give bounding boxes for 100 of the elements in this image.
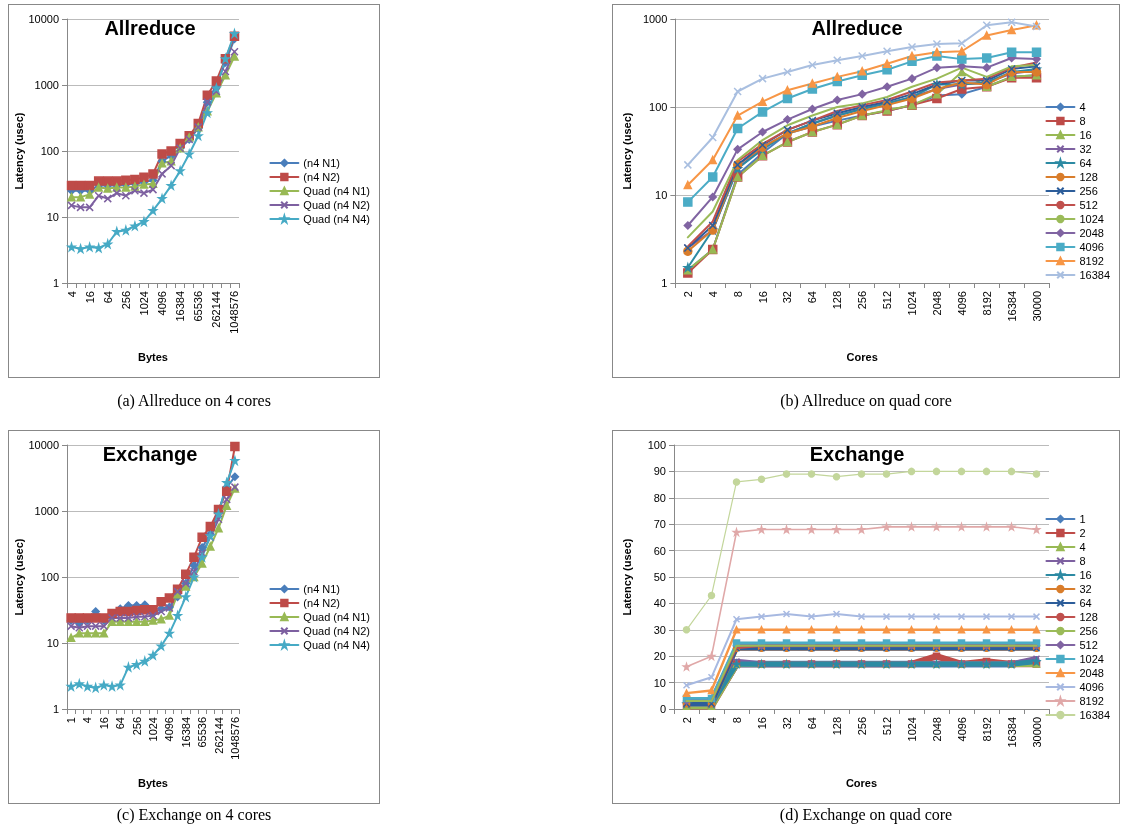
x-tick-label: 16	[755, 717, 768, 730]
y-tick-label: 1	[661, 277, 668, 289]
y-axis-title: Latency (usec)	[13, 538, 26, 616]
legend-label: 8	[1079, 555, 1086, 567]
text: (c) Exchange on 4 cores	[115, 806, 273, 824]
legend-label: 4	[1079, 541, 1086, 553]
y-tick-label: 10	[46, 211, 59, 223]
x-tick-label: 256	[855, 717, 868, 736]
x-tick-label: 65536	[192, 291, 205, 322]
x-tick-label: 4	[706, 291, 719, 298]
y-tick-label: 1	[52, 277, 59, 289]
legend-label: 32	[1079, 583, 1092, 595]
x-tick-label: 4	[705, 717, 718, 724]
x-tick-label: 64	[806, 291, 819, 304]
legend-label: 256	[1079, 185, 1098, 197]
legend-label: 8192	[1079, 255, 1104, 267]
legend-label: 512	[1079, 639, 1098, 651]
legend-label: 8	[1079, 115, 1086, 127]
text: (a) Allreduce on 4 cores	[116, 392, 272, 410]
legend-label: (n4 N1)	[303, 157, 341, 169]
text: (b) Allreduce on quad core	[779, 392, 953, 410]
x-tick-label: 30000	[1030, 291, 1043, 322]
y-tick-label: 40	[653, 597, 666, 610]
x-tick-label: 32	[780, 717, 793, 730]
y-tick-label: 50	[653, 571, 666, 583]
x-tick-label: 4096	[156, 291, 169, 316]
y-tick-label: 80	[653, 491, 666, 504]
x-tick-label: 1048576	[228, 291, 241, 334]
x-tick-label: 1024	[147, 717, 159, 742]
x-tick-label: 16384	[1005, 717, 1018, 748]
legend-label: 4096	[1079, 241, 1104, 253]
y-tick-label: 100	[40, 145, 59, 157]
chart-title: Allreduce	[104, 17, 196, 39]
legend-label: 32	[1079, 143, 1092, 155]
x-tick-label: 128	[831, 291, 844, 310]
legend-label: 4	[1079, 101, 1086, 113]
x-tick-label: 8192	[980, 291, 993, 316]
x-tick-label: 2048	[930, 291, 943, 316]
x-tick-label: 2	[680, 717, 693, 724]
x-tick-label: 16	[756, 291, 769, 304]
x-axis-title: Cores	[846, 350, 878, 363]
x-tick-label: 16384	[179, 717, 192, 748]
y-tick-label: 90	[653, 465, 666, 478]
y-tick-label: 10	[655, 189, 668, 201]
x-tick-label: 64	[805, 717, 818, 730]
x-tick-label: 262144	[212, 717, 225, 754]
x-tick-label: 8192	[980, 717, 993, 742]
x-tick-label: 65536	[196, 717, 209, 748]
x-tick-label: 2	[681, 291, 694, 298]
legend-label: 256	[1079, 625, 1098, 637]
y-tick-label: 1000	[34, 505, 59, 517]
legend-label: 64	[1079, 157, 1092, 169]
x-tick-label: 262144	[210, 291, 223, 328]
x-tick-label: 4	[65, 291, 78, 298]
x-tick-label: 8	[730, 717, 743, 724]
x-tick-label: 8	[731, 291, 744, 298]
legend-label: 4096	[1079, 681, 1104, 693]
y-tick-label: 100	[647, 439, 666, 451]
legend-label: (n4 N2)	[303, 597, 341, 609]
y-tick-label: 0	[659, 703, 666, 715]
y-tick-label: 10000	[28, 13, 59, 25]
legend-label: 16	[1079, 129, 1092, 141]
chart-title: Exchange	[102, 443, 198, 465]
y-tick-label: 1000	[34, 79, 59, 91]
x-tick-label: 128	[830, 717, 843, 736]
x-tick-label: 512	[881, 291, 894, 310]
legend-label: 2048	[1079, 667, 1104, 679]
y-tick-label: 60	[653, 544, 666, 557]
legend-label: 1024	[1079, 653, 1104, 665]
legend-label: Quad (n4 N1)	[303, 185, 371, 197]
legend-label: Quad (n4 N2)	[303, 625, 371, 637]
x-tick-label: 256	[130, 717, 143, 736]
y-tick-label: 30	[653, 623, 666, 636]
y-tick-label: 1	[52, 703, 59, 715]
x-tick-label: 2048	[930, 717, 943, 742]
y-tick-label: 70	[653, 518, 666, 531]
y-tick-label: 100	[40, 571, 59, 583]
x-tick-label: 16	[83, 291, 96, 304]
chart-title: Exchange	[809, 443, 905, 465]
legend-label: Quad (n4 N4)	[303, 213, 371, 225]
legend-label: 2	[1079, 527, 1086, 539]
legend-label: 128	[1079, 611, 1098, 623]
y-axis-title: Latency (usec)	[13, 112, 26, 190]
y-tick-label: 100	[649, 101, 668, 113]
x-tick-label: 1024	[906, 291, 918, 316]
x-tick-label: 64	[101, 291, 114, 304]
x-tick-label: 512	[880, 717, 893, 736]
x-tick-label: 256	[856, 291, 869, 310]
text: (d) Exchange on quad core	[778, 806, 954, 824]
y-tick-label: 1000	[642, 13, 668, 25]
legend-label: Quad (n4 N2)	[303, 199, 371, 211]
legend-label: 1024	[1079, 213, 1104, 225]
x-tick-label: 4096	[955, 291, 968, 316]
x-axis-title: Bytes	[138, 776, 168, 789]
y-tick-label: 10000	[28, 439, 59, 451]
legend-label: (n4 N2)	[303, 171, 341, 183]
x-tick-label: 32	[781, 291, 794, 304]
chart-title: Allreduce	[811, 17, 903, 39]
legend-label: Quad (n4 N1)	[303, 611, 371, 623]
x-tick-label: 1048576	[228, 717, 241, 760]
